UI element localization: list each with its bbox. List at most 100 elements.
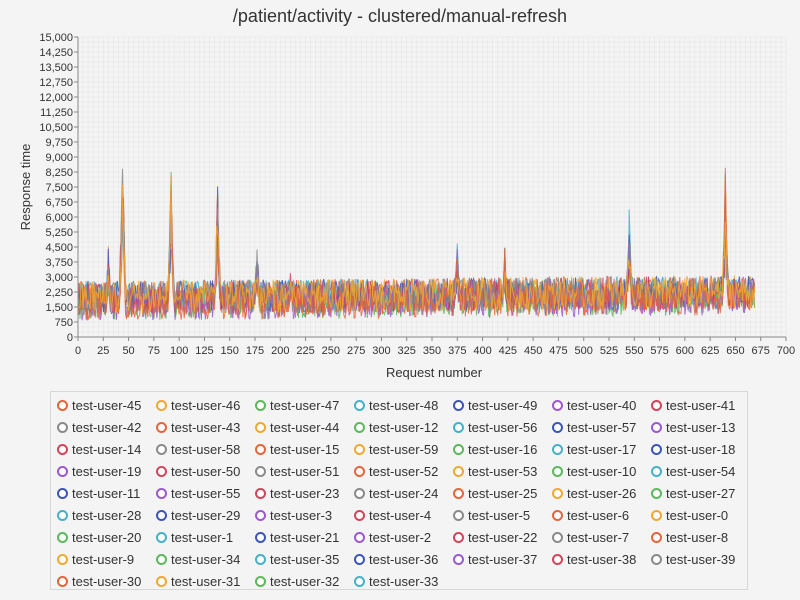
legend-item-test-user-22[interactable]: test-user-22 xyxy=(453,527,537,549)
x-tick-label: 650 xyxy=(726,345,744,357)
legend-item-test-user-24[interactable]: test-user-24 xyxy=(354,483,438,505)
legend-item-test-user-59[interactable]: test-user-59 xyxy=(354,439,438,461)
legend-item-test-user-36[interactable]: test-user-36 xyxy=(354,549,438,571)
legend-item-test-user-16[interactable]: test-user-16 xyxy=(453,439,537,461)
legend-marker-icon xyxy=(651,444,662,455)
legend-item-test-user-39[interactable]: test-user-39 xyxy=(651,549,735,571)
legend-item-test-user-20[interactable]: test-user-20 xyxy=(57,527,141,549)
legend-label: test-user-8 xyxy=(666,530,729,545)
y-tick-label: 7,500 xyxy=(45,182,73,194)
legend-item-test-user-0[interactable]: test-user-0 xyxy=(651,505,728,527)
legend-item-test-user-46[interactable]: test-user-46 xyxy=(156,395,240,417)
legend-label: test-user-31 xyxy=(171,574,241,589)
legend-marker-icon xyxy=(552,422,563,433)
legend-item-test-user-2[interactable]: test-user-2 xyxy=(354,527,431,549)
legend-label: test-user-45 xyxy=(72,398,142,413)
legend-item-test-user-8[interactable]: test-user-8 xyxy=(651,527,728,549)
legend-item-test-user-9[interactable]: test-user-9 xyxy=(57,549,134,571)
legend-label: test-user-6 xyxy=(567,508,630,523)
x-tick-label: 700 xyxy=(777,345,795,357)
legend-item-test-user-19[interactable]: test-user-19 xyxy=(57,461,141,483)
legend-item-test-user-21[interactable]: test-user-21 xyxy=(255,527,339,549)
legend-label: test-user-19 xyxy=(72,464,142,479)
legend-item-test-user-51[interactable]: test-user-51 xyxy=(255,461,339,483)
legend-item-test-user-35[interactable]: test-user-35 xyxy=(255,549,339,571)
legend-item-test-user-42[interactable]: test-user-42 xyxy=(57,417,141,439)
x-tick-label: 250 xyxy=(322,345,340,357)
legend-item-test-user-27[interactable]: test-user-27 xyxy=(651,483,735,505)
legend-item-test-user-45[interactable]: test-user-45 xyxy=(57,395,141,417)
x-tick-label: 675 xyxy=(752,345,770,357)
legend-marker-icon xyxy=(156,532,167,543)
legend-marker-icon xyxy=(453,554,464,565)
legend-label: test-user-46 xyxy=(171,398,241,413)
legend-item-test-user-10[interactable]: test-user-10 xyxy=(552,461,636,483)
legend-item-test-user-14[interactable]: test-user-14 xyxy=(57,439,141,461)
legend-label: test-user-34 xyxy=(171,552,241,567)
legend-item-test-user-26[interactable]: test-user-26 xyxy=(552,483,636,505)
legend-item-test-user-3[interactable]: test-user-3 xyxy=(255,505,332,527)
legend-item-test-user-34[interactable]: test-user-34 xyxy=(156,549,240,571)
legend-item-test-user-43[interactable]: test-user-43 xyxy=(156,417,240,439)
axes: 07501,5002,2503,0003,7504,5005,2506,0006… xyxy=(39,32,795,357)
legend-item-test-user-44[interactable]: test-user-44 xyxy=(255,417,339,439)
legend-marker-icon xyxy=(255,400,266,411)
legend-item-test-user-58[interactable]: test-user-58 xyxy=(156,439,240,461)
legend-label: test-user-36 xyxy=(369,552,439,567)
legend-item-test-user-53[interactable]: test-user-53 xyxy=(453,461,537,483)
legend-item-test-user-12[interactable]: test-user-12 xyxy=(354,417,438,439)
legend-item-test-user-11[interactable]: test-user-11 xyxy=(57,483,140,505)
legend-item-test-user-52[interactable]: test-user-52 xyxy=(354,461,438,483)
legend-marker-icon xyxy=(156,422,167,433)
legend-item-test-user-54[interactable]: test-user-54 xyxy=(651,461,735,483)
x-tick-label: 575 xyxy=(650,345,668,357)
legend-item-test-user-1[interactable]: test-user-1 xyxy=(156,527,233,549)
x-tick-label: 350 xyxy=(423,345,441,357)
legend-item-test-user-49[interactable]: test-user-49 xyxy=(453,395,537,417)
legend-item-test-user-33[interactable]: test-user-33 xyxy=(354,571,438,593)
legend-label: test-user-54 xyxy=(666,464,736,479)
legend-item-test-user-57[interactable]: test-user-57 xyxy=(552,417,636,439)
legend-item-test-user-6[interactable]: test-user-6 xyxy=(552,505,629,527)
legend-item-test-user-47[interactable]: test-user-47 xyxy=(255,395,339,417)
y-tick-label: 2,250 xyxy=(45,287,73,299)
legend-marker-icon xyxy=(552,400,563,411)
legend-item-test-user-32[interactable]: test-user-32 xyxy=(255,571,339,593)
legend-marker-icon xyxy=(651,466,662,477)
legend-item-test-user-30[interactable]: test-user-30 xyxy=(57,571,141,593)
legend-marker-icon xyxy=(156,444,167,455)
legend-marker-icon xyxy=(255,532,266,543)
legend-item-test-user-41[interactable]: test-user-41 xyxy=(651,395,735,417)
legend-label: test-user-33 xyxy=(369,574,439,589)
legend-item-test-user-56[interactable]: test-user-56 xyxy=(453,417,537,439)
legend-item-test-user-13[interactable]: test-user-13 xyxy=(651,417,735,439)
legend-item-test-user-38[interactable]: test-user-38 xyxy=(552,549,636,571)
y-tick-label: 1,500 xyxy=(45,302,73,314)
legend-item-test-user-18[interactable]: test-user-18 xyxy=(651,439,735,461)
legend-item-test-user-25[interactable]: test-user-25 xyxy=(453,483,537,505)
legend-label: test-user-13 xyxy=(666,420,736,435)
legend-item-test-user-7[interactable]: test-user-7 xyxy=(552,527,629,549)
legend-item-test-user-31[interactable]: test-user-31 xyxy=(156,571,240,593)
legend-item-test-user-37[interactable]: test-user-37 xyxy=(453,549,537,571)
legend-label: test-user-5 xyxy=(468,508,531,523)
legend-item-test-user-15[interactable]: test-user-15 xyxy=(255,439,339,461)
legend-item-test-user-29[interactable]: test-user-29 xyxy=(156,505,240,527)
x-tick-label: 475 xyxy=(549,345,567,357)
legend-item-test-user-28[interactable]: test-user-28 xyxy=(57,505,141,527)
legend-marker-icon xyxy=(57,532,68,543)
legend-item-test-user-50[interactable]: test-user-50 xyxy=(156,461,240,483)
x-tick-label: 600 xyxy=(676,345,694,357)
legend-item-test-user-40[interactable]: test-user-40 xyxy=(552,395,636,417)
legend-label: test-user-55 xyxy=(171,486,241,501)
legend-item-test-user-4[interactable]: test-user-4 xyxy=(354,505,431,527)
x-tick-label: 425 xyxy=(499,345,517,357)
legend-item-test-user-5[interactable]: test-user-5 xyxy=(453,505,530,527)
legend-item-test-user-23[interactable]: test-user-23 xyxy=(255,483,339,505)
legend-item-test-user-48[interactable]: test-user-48 xyxy=(354,395,438,417)
legend-item-test-user-55[interactable]: test-user-55 xyxy=(156,483,240,505)
x-tick-label: 300 xyxy=(372,345,390,357)
legend-item-test-user-17[interactable]: test-user-17 xyxy=(552,439,636,461)
legend-label: test-user-30 xyxy=(72,574,142,589)
legend-marker-icon xyxy=(354,510,365,521)
